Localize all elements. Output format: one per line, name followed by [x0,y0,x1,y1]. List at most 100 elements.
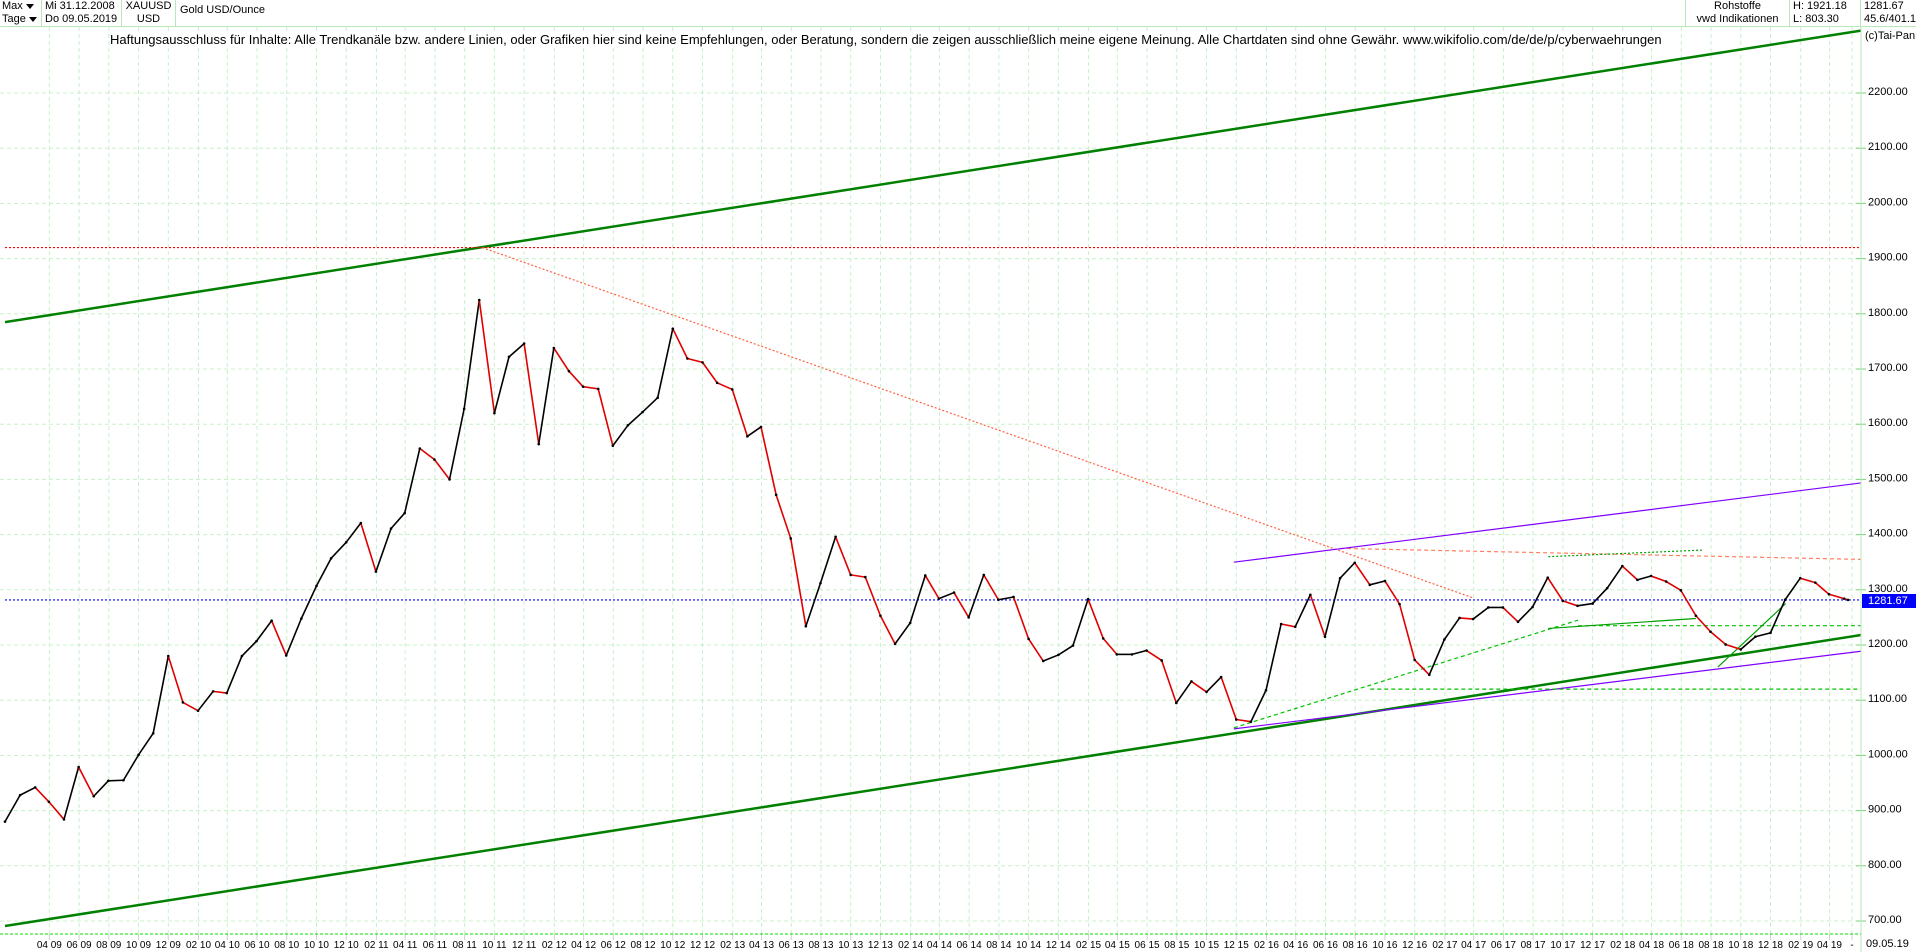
price-point [1427,673,1431,677]
price-point [240,654,244,658]
price-point [151,732,155,735]
price-point [1205,690,1208,694]
price-segment [48,801,65,820]
price-point [1071,644,1075,647]
price-point [493,411,496,415]
price-point [77,765,80,769]
price-segment [108,779,124,782]
price-point [1783,598,1787,602]
price-point [730,388,734,391]
y-tick-label: 1100.00 [1868,693,1907,705]
x-tick-label: 02 15 [1076,940,1101,951]
y-tick-label: 1800.00 [1868,307,1908,319]
price-segment [909,575,927,624]
y-tick-label: 800.00 [1868,859,1902,871]
x-tick-label: 04 19 [1817,940,1842,951]
price-point [137,753,140,757]
y-tick-label: 1700.00 [1868,362,1908,374]
price-point [1649,574,1653,578]
y-tick-label: 1300.00 [1868,583,1908,595]
price-point [1605,586,1609,590]
price-segment [1072,598,1089,646]
price-segment [1190,680,1207,693]
price-point [1057,653,1060,657]
y-tick-label: 1200.00 [1868,638,1908,650]
price-segment [330,541,347,559]
dropdown-arrow-icon [25,3,34,9]
price-segment [1725,643,1742,651]
price-point [937,597,941,600]
price-segment [360,522,377,572]
x-tick-label: 04 09 [37,940,62,951]
y-tick-label: 2200.00 [1868,86,1908,98]
price-segment [345,522,362,543]
price-segment [1755,632,1771,638]
price-segment [612,424,629,447]
price-segment [493,356,510,414]
price-point [1739,648,1743,651]
disclaimer: Haftungsausschluss für Inhalte: Alle Tre… [110,32,1662,47]
price-segment [627,411,644,426]
price-segment [1384,580,1401,605]
price-segment [1175,680,1193,704]
price-segment [197,690,214,712]
price-point [774,493,778,497]
price-point [403,511,406,515]
price-point [33,786,37,789]
price-point [1234,718,1238,721]
price-segment [834,536,852,576]
price-segment [1042,654,1059,662]
price-segment [1220,676,1238,720]
price-segment [819,536,837,584]
price-point [1383,579,1387,583]
source: vwd Indikationen [1696,13,1779,25]
trendline [482,246,1474,599]
price-point [1160,659,1163,662]
symbol-box: XAUUSD USD [122,0,176,27]
price-segment [894,622,911,645]
price-segment [448,408,465,480]
price-segment [167,655,184,703]
x-tick-label: 10 16 [1372,940,1397,951]
price-segment [122,754,140,781]
x-tick-label: 10 15 [1194,940,1219,951]
range-selector[interactable]: Max Tage [0,0,42,27]
price-segment [1414,659,1430,676]
price-segment [746,426,762,438]
copyright: (c)Tai-Pan [1865,30,1916,42]
price-point [1012,595,1015,599]
price-point [1814,581,1817,584]
price-segment [1339,562,1356,579]
price-point [507,355,511,359]
price-segment [864,576,882,617]
price-segment [1354,562,1371,586]
price-segment [1294,594,1312,628]
price-point [196,709,200,712]
x-tick-label: 08 12 [631,940,656,951]
price-segment [1205,676,1222,693]
y-tick-label: 1600.00 [1868,417,1908,429]
price-point [804,624,808,628]
category: Rohstoffe [1714,0,1761,12]
price-segment [1621,565,1638,581]
interval-dropdown[interactable]: Tage [2,13,41,26]
price-segment [152,655,170,734]
price-segment [300,585,318,619]
current-price-label: 1281.67 [1862,594,1916,608]
price-segment [1592,587,1608,605]
price-point [1309,593,1312,597]
x-tick-label: 08 14 [986,940,1011,951]
x-tick-label: 04 11 [393,940,418,951]
price-segment [390,512,406,530]
price-point [1679,589,1683,592]
price-point [477,298,481,302]
price-segment [568,370,584,388]
price-point [1709,630,1712,634]
price-segment [1027,638,1044,662]
price-segment [537,347,555,445]
range-dropdown[interactable]: Max [2,0,41,13]
price-point [1754,635,1757,639]
price-point [701,361,704,364]
low-value: L: 803.30 [1793,13,1839,25]
y-tick-label: 2000.00 [1868,196,1908,208]
